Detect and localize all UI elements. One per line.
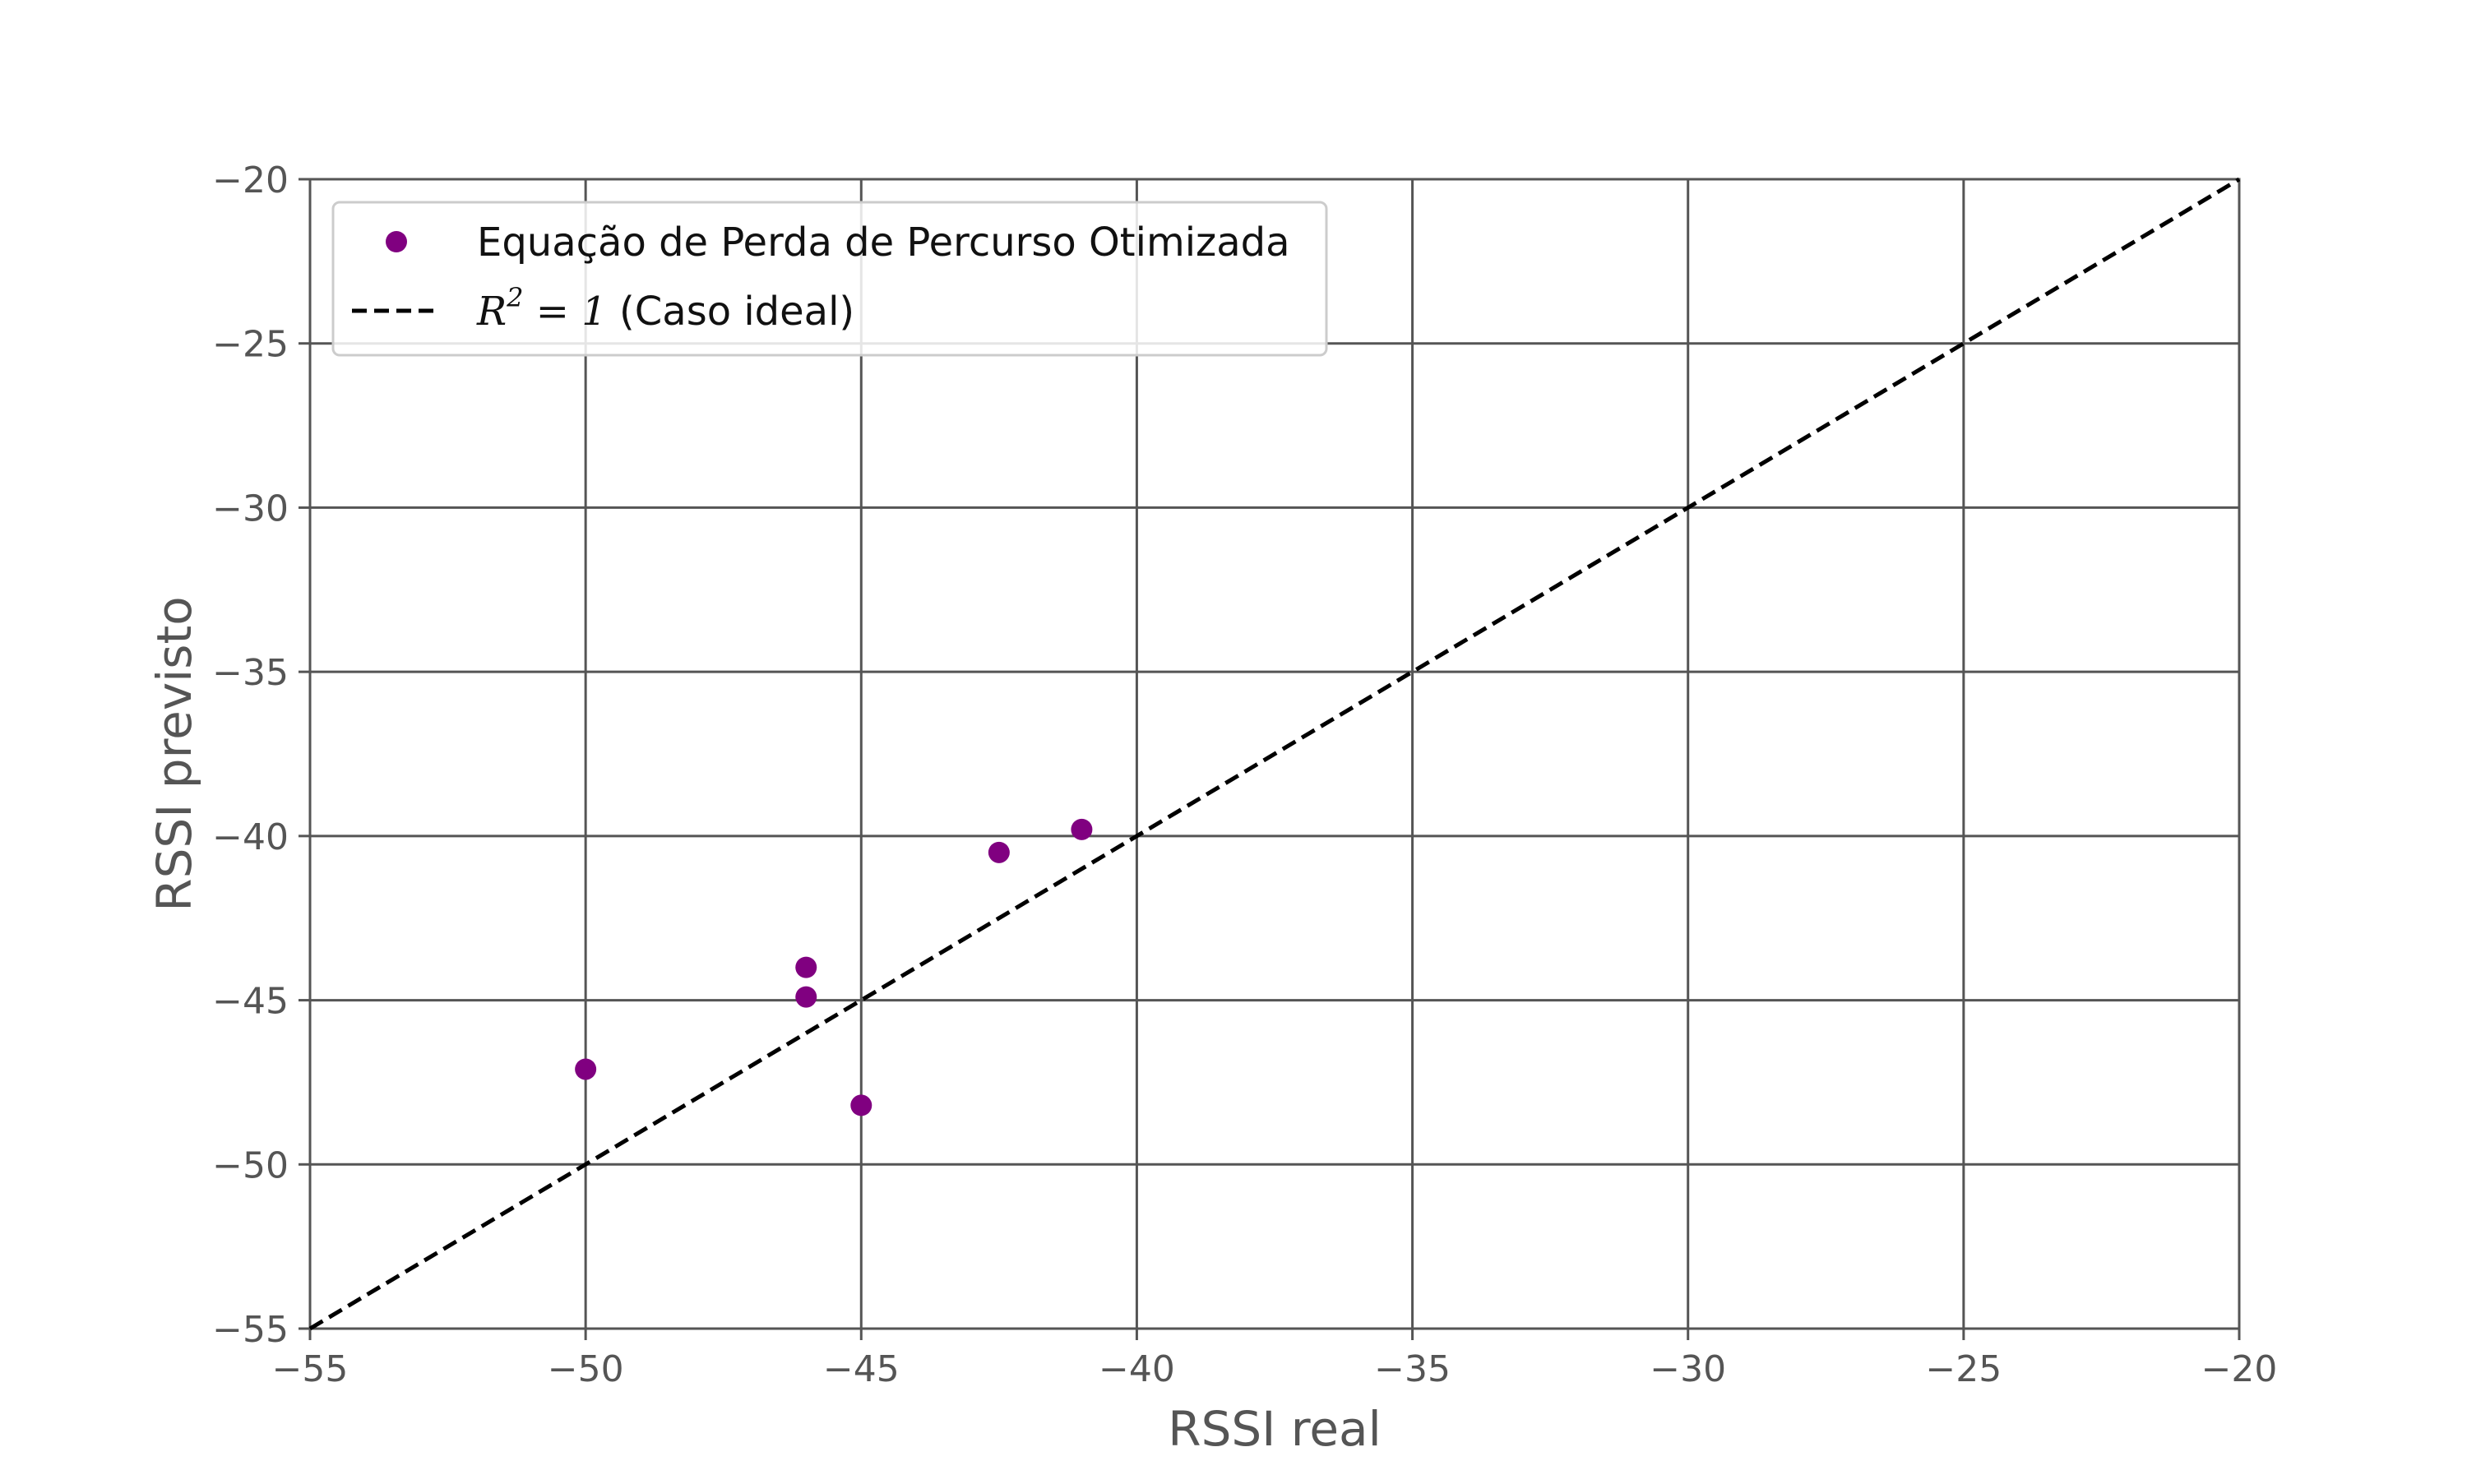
legend-label-scatter: Equação de Perda de Percurso Otimizada — [477, 220, 1290, 266]
x-tick-label: −35 — [1374, 1348, 1451, 1390]
legend-marker-scatter — [386, 231, 407, 252]
x-tick-label: −50 — [548, 1348, 624, 1390]
y-tick-label: −30 — [212, 488, 289, 529]
scatter-point — [988, 841, 1010, 863]
x-tick-label: −55 — [272, 1348, 349, 1390]
axis-ticks: −55 −50 −45 −40 −35 −30 −25 −20 −55 −50 −45 −40 −35 −… — [212, 159, 2277, 1390]
x-tick-label: −30 — [1650, 1348, 1726, 1390]
legend-superscript: 2 — [506, 282, 523, 313]
x-tick-label: −20 — [2201, 1348, 2278, 1390]
scatter-point — [795, 956, 817, 978]
grid-lines — [308, 178, 2241, 1330]
legend-box — [331, 201, 1328, 357]
y-tick-label: −40 — [212, 816, 289, 858]
y-tick-label: −25 — [212, 324, 289, 366]
scatter-point — [850, 1094, 872, 1116]
x-tick-label: −25 — [1925, 1348, 2002, 1390]
x-axis-label: RSSI real — [1168, 1401, 1381, 1457]
x-tick-label: −40 — [1099, 1348, 1175, 1390]
data-layer — [308, 177, 2241, 1331]
y-axis-label: RSSI previsto — [146, 596, 202, 911]
legend-equals: = 1 — [524, 289, 607, 335]
scatter-point — [575, 1058, 597, 1080]
legend: Equação de Perda de Percurso Otimizada R… — [331, 201, 1328, 357]
plot-frame — [308, 178, 2241, 1330]
y-tick-label: −50 — [212, 1144, 289, 1186]
legend-r-symbol: R — [476, 289, 507, 335]
legend-caption: (Caso ideal) — [607, 289, 854, 335]
x-tick-label: −45 — [823, 1348, 900, 1390]
y-tick-label: −35 — [212, 652, 289, 694]
scatter-point — [1071, 818, 1093, 840]
y-tick-label: −55 — [212, 1309, 289, 1351]
reference-line — [308, 177, 2241, 1331]
y-tick-label: −45 — [212, 981, 289, 1023]
y-tick-label: −20 — [212, 159, 289, 201]
legend-label-reference-line: R2 = 1 (Caso ideal) — [476, 282, 854, 335]
scatter-point — [795, 986, 817, 1008]
